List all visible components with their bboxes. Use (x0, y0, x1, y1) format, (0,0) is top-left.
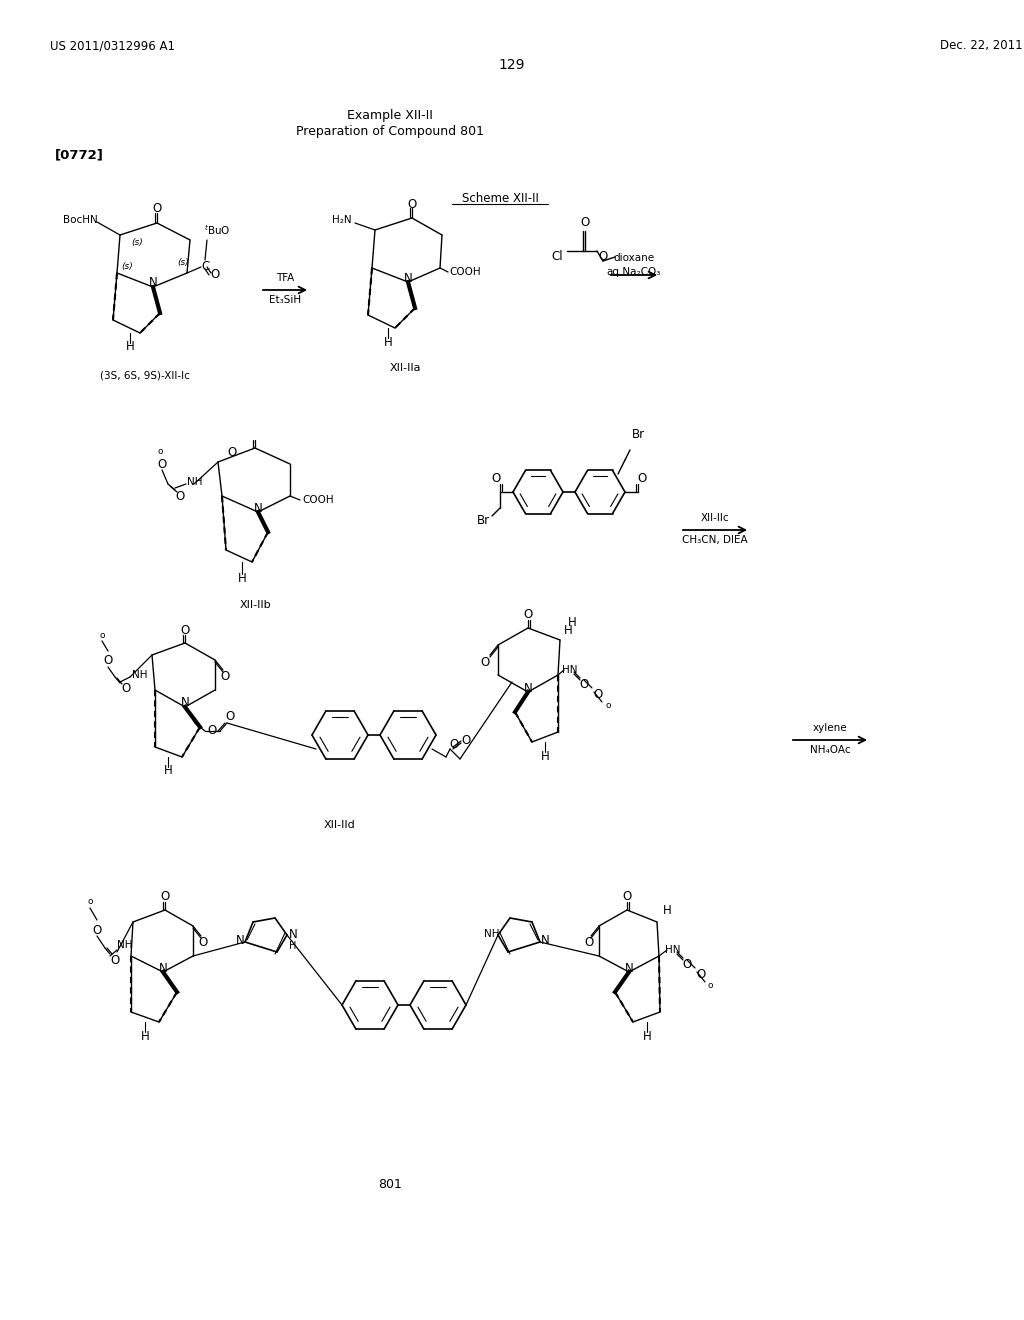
Text: O: O (111, 953, 120, 966)
Text: Example XII-II: Example XII-II (347, 108, 433, 121)
Text: US 2011/0312996 A1: US 2011/0312996 A1 (50, 40, 175, 53)
Text: Preparation of Compound 801: Preparation of Compound 801 (296, 125, 484, 139)
Text: aq.Na₂CO₃: aq.Na₂CO₃ (607, 267, 662, 277)
Text: XII-IId: XII-IId (325, 820, 356, 830)
Text: H: H (290, 941, 297, 950)
Text: o: o (87, 898, 93, 907)
Text: (s): (s) (121, 263, 133, 272)
Text: NH: NH (187, 477, 203, 487)
Text: C: C (201, 260, 209, 273)
Text: CH₃CN, DIEA: CH₃CN, DIEA (682, 535, 748, 545)
Text: O: O (696, 969, 706, 982)
Text: O: O (492, 471, 501, 484)
Text: Br: Br (476, 513, 489, 527)
Text: H: H (567, 615, 577, 628)
Text: O: O (199, 936, 208, 949)
Text: COOH: COOH (302, 495, 334, 506)
Text: H: H (563, 623, 572, 636)
Text: XII-IIb: XII-IIb (240, 601, 270, 610)
Text: (s): (s) (131, 239, 143, 248)
Text: H: H (238, 572, 247, 585)
Text: O: O (462, 734, 471, 747)
Text: Et₃SiH: Et₃SiH (269, 294, 301, 305)
Text: $^t$BuO: $^t$BuO (204, 223, 230, 236)
Text: H: H (663, 903, 672, 916)
Text: xylene: xylene (813, 723, 847, 733)
Text: O: O (180, 623, 189, 636)
Text: NH: NH (132, 671, 147, 680)
Text: HN: HN (666, 945, 681, 954)
Text: O: O (175, 490, 184, 503)
Text: O: O (581, 216, 590, 230)
Text: O: O (682, 958, 691, 972)
Text: O: O (585, 936, 594, 949)
Text: O: O (103, 655, 113, 668)
Text: NH₄OAc: NH₄OAc (810, 744, 850, 755)
Text: N: N (289, 928, 297, 940)
Text: o: o (708, 981, 713, 990)
Text: O: O (158, 458, 167, 470)
Text: HN: HN (562, 665, 578, 675)
Text: XII-IIa: XII-IIa (389, 363, 421, 374)
Text: NH: NH (484, 929, 500, 939)
Text: O: O (122, 682, 131, 696)
Text: N: N (148, 276, 158, 289)
Text: O: O (480, 656, 489, 668)
Text: N: N (625, 961, 634, 974)
Text: Br: Br (632, 429, 644, 441)
Text: O: O (523, 609, 532, 622)
Text: O: O (220, 671, 229, 684)
Text: N: N (159, 961, 167, 974)
Text: O: O (450, 738, 459, 751)
Text: N: N (180, 697, 189, 710)
Text: H: H (164, 764, 172, 777)
Text: O: O (225, 710, 234, 723)
Text: o: o (158, 447, 163, 457)
Text: O: O (227, 446, 237, 458)
Text: TFA: TFA (275, 273, 294, 282)
Text: O: O (92, 924, 101, 936)
Text: O: O (598, 251, 607, 264)
Text: Dec. 22, 2011: Dec. 22, 2011 (940, 40, 1023, 53)
Text: H: H (541, 750, 549, 763)
Text: N: N (403, 272, 413, 285)
Text: (s): (s) (177, 259, 188, 268)
Text: H: H (643, 1030, 651, 1043)
Text: H: H (140, 1030, 150, 1043)
Text: H: H (126, 341, 134, 354)
Text: O: O (161, 891, 170, 903)
Text: [0772]: [0772] (55, 149, 103, 161)
Text: O: O (408, 198, 417, 210)
Text: 129: 129 (499, 58, 525, 73)
Text: O: O (208, 725, 217, 738)
Text: O: O (153, 202, 162, 215)
Text: N: N (236, 933, 245, 946)
Text: H: H (384, 335, 392, 348)
Text: BocHN: BocHN (62, 215, 97, 224)
Text: Cl: Cl (551, 251, 563, 264)
Text: (3S, 6S, 9S)-XII-Ic: (3S, 6S, 9S)-XII-Ic (100, 370, 189, 380)
Text: O: O (623, 891, 632, 903)
Text: H₂N: H₂N (332, 215, 352, 224)
Text: Scheme XII-II: Scheme XII-II (462, 191, 539, 205)
Text: COOH: COOH (450, 267, 481, 277)
Text: O: O (580, 678, 589, 692)
Text: N: N (523, 681, 532, 694)
Text: N: N (254, 502, 262, 515)
Text: dioxane: dioxane (613, 253, 654, 263)
Text: XII-IIc: XII-IIc (700, 513, 729, 523)
Text: 801: 801 (378, 1179, 402, 1192)
Text: o: o (605, 701, 610, 710)
Text: NH: NH (118, 940, 133, 950)
Text: o: o (99, 631, 104, 639)
Text: N: N (541, 933, 549, 946)
Text: O: O (637, 471, 646, 484)
Text: O: O (593, 689, 603, 701)
Text: O: O (210, 268, 219, 281)
